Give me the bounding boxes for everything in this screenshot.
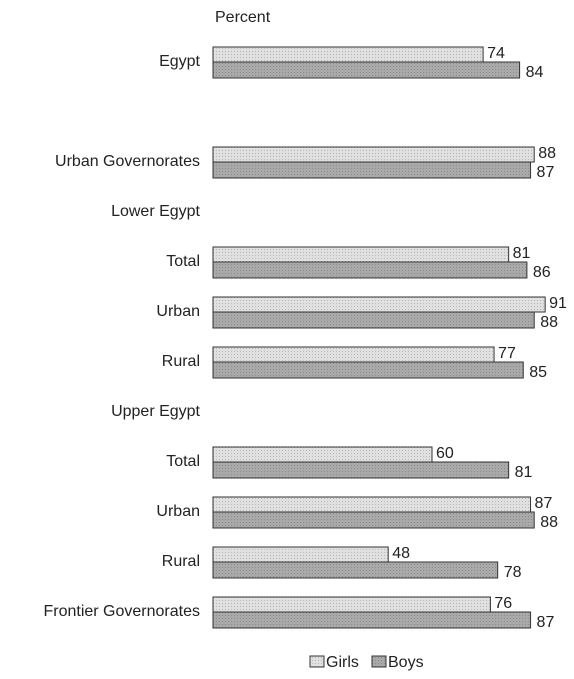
y-tick-label: Urban	[156, 503, 200, 520]
bar-texture	[213, 362, 524, 378]
y-tick-label: Lower Egypt	[111, 203, 200, 220]
value-label: 87	[537, 164, 555, 181]
bar-texture	[213, 547, 389, 562]
legend-label: Boys	[388, 654, 424, 671]
y-tick-label: Total	[166, 253, 200, 270]
value-label: 81	[515, 464, 533, 481]
chart-title: Percent	[215, 9, 271, 26]
value-label: 78	[504, 564, 522, 581]
y-tick-label: Upper Egypt	[111, 403, 200, 420]
bar-texture	[213, 247, 509, 262]
value-label: 77	[498, 345, 516, 362]
value-label: 91	[549, 295, 567, 312]
value-label: 87	[535, 495, 553, 512]
bar-texture	[213, 447, 432, 462]
bar-texture	[213, 347, 495, 362]
bar-texture	[213, 62, 520, 78]
y-tick-label: Egypt	[159, 53, 200, 70]
bar-texture	[213, 462, 509, 478]
bar-texture	[213, 297, 546, 312]
bar-texture	[213, 147, 535, 162]
bar-texture	[213, 512, 535, 528]
legend-texture	[372, 656, 386, 667]
bar-texture	[213, 597, 491, 612]
bar-texture	[213, 497, 531, 512]
bar-texture	[213, 47, 484, 62]
bar-texture	[213, 262, 527, 278]
bar-texture	[213, 562, 498, 578]
y-tick-label: Frontier Governorates	[43, 603, 200, 620]
bar-texture	[213, 312, 535, 328]
value-label: 74	[487, 45, 505, 62]
legend-label: Girls	[326, 654, 359, 671]
y-tick-label: Urban Governorates	[55, 153, 200, 170]
value-label: 87	[537, 614, 555, 631]
value-label: 88	[540, 514, 558, 531]
y-tick-label: Total	[166, 453, 200, 470]
bar-texture	[213, 612, 531, 628]
value-label: 88	[538, 145, 556, 162]
value-label: 48	[392, 545, 410, 562]
value-label: 86	[533, 264, 551, 281]
y-tick-label: Rural	[162, 353, 200, 370]
y-tick-label: Rural	[162, 553, 200, 570]
value-label: 76	[494, 595, 512, 612]
value-label: 84	[526, 64, 544, 81]
value-label: 88	[540, 314, 558, 331]
y-tick-label: Urban	[156, 303, 200, 320]
value-label: 81	[513, 245, 531, 262]
value-label: 60	[436, 445, 454, 462]
legend-texture	[310, 656, 324, 667]
bar-texture	[213, 162, 531, 178]
value-label: 85	[529, 364, 547, 381]
